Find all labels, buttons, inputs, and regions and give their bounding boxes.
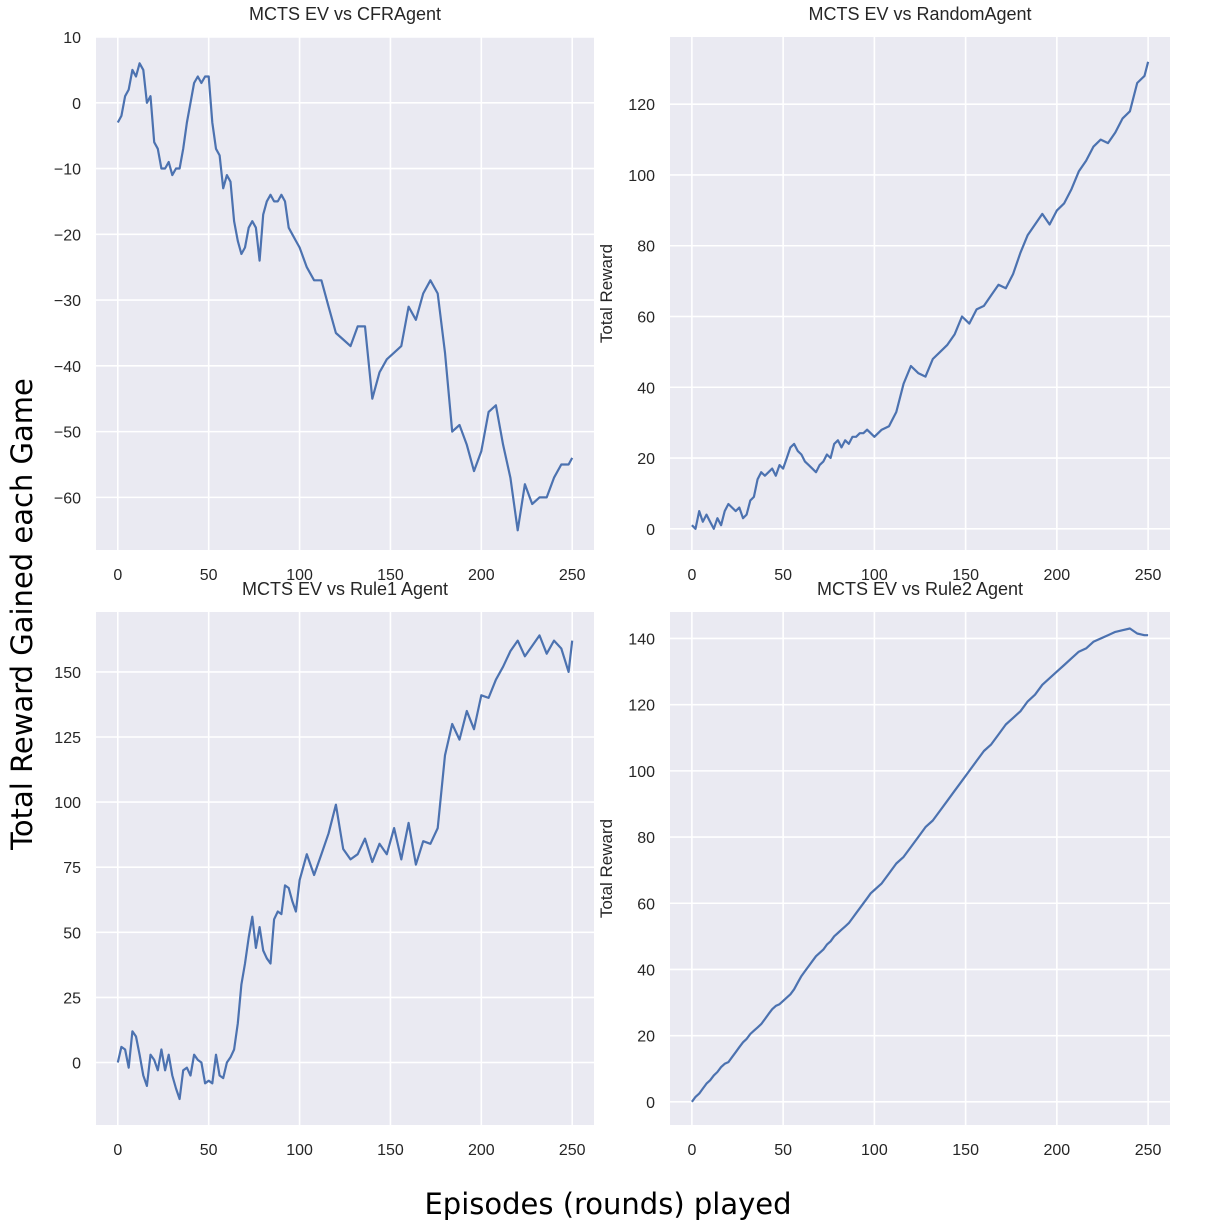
chart-cfr-agent: 0 50 100 150 200 250100−10−20−30−40−50−60MCTS… <box>54 4 594 584</box>
y-tick-label: 60 <box>637 309 655 326</box>
x-tick-label: 200 <box>468 567 495 584</box>
plot-area <box>96 612 594 1125</box>
y-tick-label: 80 <box>637 239 655 256</box>
y-tick-label: 20 <box>637 1029 655 1046</box>
x-tick-label: 150 <box>377 1142 404 1159</box>
chart-title: MCTS EV vs RandomAgent <box>808 4 1031 24</box>
y-axis-label: Total Reward <box>597 244 616 343</box>
x-tick-label: 200 <box>468 1142 495 1159</box>
plot-area <box>670 37 1170 550</box>
x-tick-label: 150 <box>952 567 979 584</box>
y-tick-label: −30 <box>54 293 81 310</box>
y-tick-label: 150 <box>54 665 81 682</box>
chart-title: MCTS EV vs Rule2 Agent <box>817 580 1023 599</box>
y-tick-label: 0 <box>646 1095 655 1112</box>
y-axis-label: Total Reward <box>597 819 616 918</box>
x-tick-label: 0 <box>113 567 122 584</box>
y-tick-label: −50 <box>54 425 81 442</box>
x-tick-label: 250 <box>1135 1142 1162 1159</box>
x-tick-label: 100 <box>286 1142 313 1159</box>
y-tick-label: 0 <box>646 522 655 539</box>
x-tick-label: 0 <box>113 1142 122 1159</box>
series-line <box>691 61 1150 530</box>
x-tick-label: 150 <box>377 567 404 584</box>
series-line <box>116 634 574 1101</box>
y-tick-label: 100 <box>628 764 655 781</box>
x-tick-label: 150 <box>952 1142 979 1159</box>
x-tick-label: 250 <box>1135 567 1162 584</box>
y-tick-label: 40 <box>637 962 655 979</box>
y-tick-label: −20 <box>54 227 81 244</box>
plot-area <box>96 37 594 550</box>
y-tick-label: 0 <box>72 96 81 113</box>
y-tick-label: 0 <box>72 1056 81 1073</box>
y-tick-label: 60 <box>637 896 655 913</box>
x-tick-label: 250 <box>559 1142 586 1159</box>
x-tick-label: 50 <box>774 567 792 584</box>
y-tick-label: 120 <box>628 698 655 715</box>
y-tick-label: 120 <box>628 97 655 114</box>
y-tick-label: −10 <box>54 162 81 179</box>
x-tick-label: 0 <box>687 567 696 584</box>
figure-x-axis-label: Episodes (rounds) played <box>424 1187 792 1221</box>
series-line <box>691 627 1149 1103</box>
x-tick-label: 100 <box>861 567 888 584</box>
chart-title: MCTS EV vs Rule1 Agent <box>242 580 448 599</box>
plot-area <box>670 612 1170 1125</box>
x-tick-label: 250 <box>559 567 586 584</box>
x-tick-label: 100 <box>861 1142 888 1159</box>
y-tick-label: 20 <box>637 451 655 468</box>
series-line <box>116 62 574 532</box>
y-tick-label: 40 <box>637 380 655 397</box>
x-tick-label: 0 <box>687 1142 696 1159</box>
chart-title: MCTS EV vs CFRAgent <box>249 4 441 24</box>
chart-rule2-agent: 0 50 100 150 200 250 0 20 40 60 80 100 120 140 MCTS EV… <box>597 580 1170 1159</box>
y-tick-label: −60 <box>54 490 81 507</box>
y-tick-label: 50 <box>63 925 81 942</box>
x-tick-label: 50 <box>774 1142 792 1159</box>
y-tick-label: 100 <box>628 168 655 185</box>
chart-random-agent: 0 50 100 150 200 250 0 20 40 60 80 100 120 MCTS EV vs… <box>597 4 1170 584</box>
x-tick-label: 50 <box>200 1142 218 1159</box>
y-tick-label: 10 <box>63 30 81 47</box>
x-tick-label: 100 <box>286 567 313 584</box>
y-tick-label: 140 <box>628 631 655 648</box>
y-tick-label: 80 <box>637 830 655 847</box>
y-tick-label: 75 <box>63 860 81 877</box>
x-tick-label: 200 <box>1044 567 1071 584</box>
x-tick-label: 200 <box>1044 1142 1071 1159</box>
y-tick-label: −40 <box>54 359 81 376</box>
y-tick-label: 25 <box>63 990 81 1007</box>
y-tick-label: 100 <box>54 795 81 812</box>
x-tick-label: 50 <box>200 567 218 584</box>
y-tick-label: 125 <box>54 730 81 747</box>
